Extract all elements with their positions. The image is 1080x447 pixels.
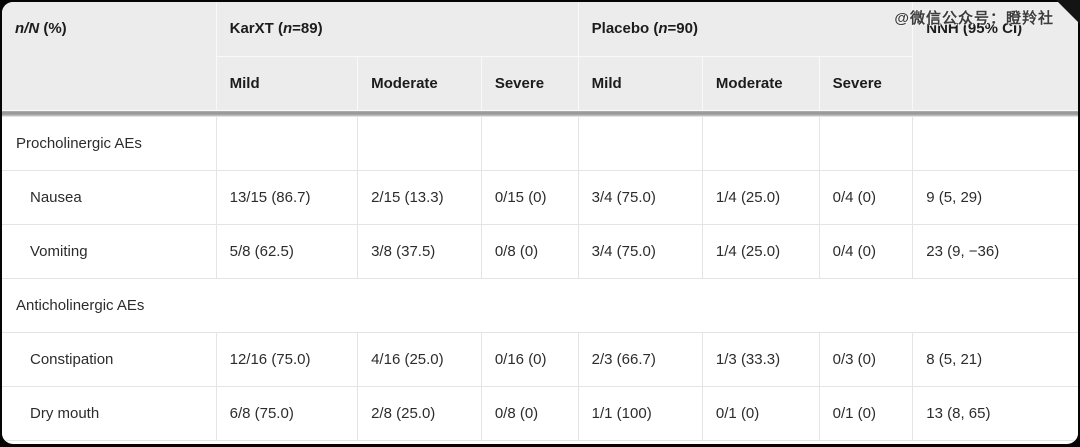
corner-header: n/N (%) <box>2 2 217 111</box>
cell-placebo-moderate: 1/4 (25.0) <box>701 223 820 279</box>
row-label: Nausea <box>2 169 217 225</box>
placebo-group-header: Placebo (n=90) <box>577 2 914 57</box>
cell-placebo-mild: 1/1 (100) <box>577 385 703 441</box>
row-label: Constipation <box>2 331 217 387</box>
table-row-vomiting: Vomiting 5/8 (62.5) 3/8 (37.5) 0/8 (0) 3… <box>2 223 1078 279</box>
karxt-n: n <box>282 20 293 38</box>
table-row-nausea: Nausea 13/15 (86.7) 2/15 (13.3) 0/15 (0)… <box>2 169 1078 225</box>
karxt-pre: KarXT ( <box>229 20 283 38</box>
table-row-dry-mouth: Dry mouth 6/8 (75.0) 2/8 (25.0) 0/8 (0) … <box>2 385 1078 441</box>
cell-karxt-moderate: 2/8 (25.0) <box>357 385 482 441</box>
cell-nnh: 8 (5, 21) <box>912 331 1078 387</box>
header-row-groups: n/N (%) KarXT (n=89) Placebo (n=90) NNH … <box>2 2 1078 111</box>
cell-placebo-severe: 0/3 (0) <box>818 331 914 387</box>
severity-header-karxt-severe: Severe <box>480 55 579 111</box>
cell-placebo-severe: 0/1 (0) <box>818 385 914 441</box>
cell-placebo-mild: 3/4 (75.0) <box>577 169 703 225</box>
group-row-procholinergic: Procholinergic AEs <box>2 115 1078 171</box>
empty-cell <box>701 115 820 171</box>
wechat-watermark: @微信公众号：瞪羚社 <box>894 10 1054 27</box>
corner-header-rest: (%) <box>39 20 67 37</box>
adverse-events-table: n/N (%) KarXT (n=89) Placebo (n=90) NNH … <box>2 2 1078 441</box>
group-row-anticholinergic: Anticholinergic AEs <box>2 277 1078 333</box>
cell-karxt-mild: 5/8 (62.5) <box>215 223 359 279</box>
table-header: n/N (%) KarXT (n=89) Placebo (n=90) NNH … <box>2 2 1078 111</box>
empty-cell <box>818 115 914 171</box>
cell-karxt-severe: 0/15 (0) <box>480 169 579 225</box>
row-label: Dry mouth <box>2 385 217 441</box>
group-label: Procholinergic AEs <box>2 115 217 171</box>
empty-cell <box>215 115 359 171</box>
cell-karxt-severe: 0/8 (0) <box>480 223 579 279</box>
group-label: Anticholinergic AEs <box>2 277 1078 333</box>
header-row-severity: Mild Moderate Severe Mild Moderate Sever… <box>2 55 1078 111</box>
cell-placebo-moderate: 1/3 (33.3) <box>701 331 820 387</box>
placebo-post: =90) <box>667 20 698 38</box>
cell-nnh: 13 (8, 65) <box>912 385 1078 441</box>
cell-karxt-mild: 13/15 (86.7) <box>215 169 359 225</box>
severity-header-placebo-moderate: Moderate <box>701 55 820 111</box>
row-label: Vomiting <box>2 223 217 279</box>
cell-karxt-severe: 0/16 (0) <box>480 331 579 387</box>
cell-karxt-moderate: 2/15 (13.3) <box>357 169 482 225</box>
cell-karxt-severe: 0/8 (0) <box>480 385 579 441</box>
severity-header-karxt-moderate: Moderate <box>357 55 482 111</box>
cell-karxt-moderate: 3/8 (37.5) <box>357 223 482 279</box>
cell-placebo-moderate: 0/1 (0) <box>701 385 820 441</box>
cell-placebo-moderate: 1/4 (25.0) <box>701 169 820 225</box>
empty-cell <box>480 115 579 171</box>
cell-placebo-mild: 3/4 (75.0) <box>577 223 703 279</box>
placebo-pre: Placebo ( <box>591 20 659 38</box>
table-body: Procholinergic AEs Nausea 13/15 (86.7) 2… <box>2 110 1078 441</box>
karxt-group-header: KarXT (n=89) <box>215 2 579 57</box>
nnh-header: NNH (95% CI) <box>912 2 1078 111</box>
cell-nnh: 9 (5, 29) <box>912 169 1078 225</box>
cell-placebo-severe: 0/4 (0) <box>818 169 914 225</box>
severity-header-placebo-severe: Severe <box>818 55 913 111</box>
cell-placebo-severe: 0/4 (0) <box>818 223 914 279</box>
divider-bar <box>2 110 1078 116</box>
empty-cell <box>357 115 482 171</box>
corner-header-var: n/N <box>15 20 40 37</box>
folded-corner-icon <box>1056 0 1080 24</box>
table-row-constipation: Constipation 12/16 (75.0) 4/16 (25.0) 0/… <box>2 331 1078 387</box>
empty-cell <box>577 115 703 171</box>
cell-nnh: 23 (9, −36) <box>912 223 1078 279</box>
cell-placebo-mild: 2/3 (66.7) <box>577 331 703 387</box>
severity-header-placebo-mild: Mild <box>577 55 703 111</box>
severity-header-karxt-mild: Mild <box>216 55 359 111</box>
karxt-post: =89) <box>292 20 323 38</box>
header-body-divider <box>2 110 1078 116</box>
placebo-n: n <box>658 20 668 38</box>
cell-karxt-mild: 12/16 (75.0) <box>215 331 359 387</box>
cell-karxt-mild: 6/8 (75.0) <box>215 385 359 441</box>
cell-karxt-moderate: 4/16 (25.0) <box>357 331 482 387</box>
empty-cell <box>912 115 1078 171</box>
